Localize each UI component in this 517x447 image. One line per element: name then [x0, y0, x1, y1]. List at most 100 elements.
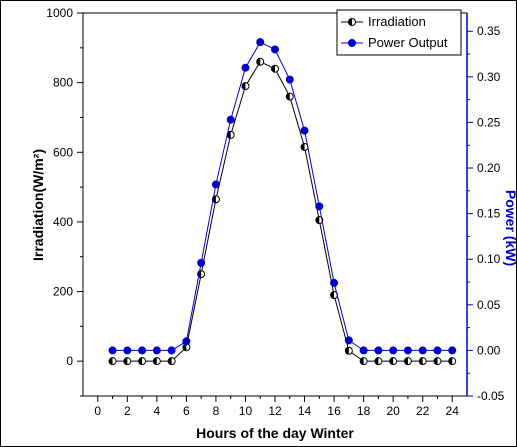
data-point-irradiation [138, 357, 147, 366]
y-right-tick-label: 0.10 [477, 252, 501, 266]
series-layer [108, 38, 457, 366]
data-point-irradiation [374, 357, 383, 366]
data-point-irradiation [108, 357, 117, 366]
x-axis-title: Hours of the day Winter [196, 425, 354, 441]
data-point-power-output [418, 346, 427, 355]
data-point-half-fill [241, 82, 246, 90]
data-point-irradiation [433, 357, 442, 366]
data-point-irradiation [256, 57, 265, 66]
x-tick-label: 10 [239, 404, 253, 418]
data-point-half-fill [168, 357, 172, 365]
data-point-irradiation [448, 357, 457, 366]
data-point-irradiation [241, 82, 250, 91]
data-point-half-fill [419, 357, 423, 365]
data-point-power-output [197, 258, 206, 267]
data-point-irradiation [344, 346, 353, 355]
x-tick-label: 12 [268, 404, 282, 418]
y-right-tick-label: 0.05 [477, 298, 501, 312]
y-left-axis-ticks: 0 200 400 600 800 1000 [46, 6, 83, 397]
data-point-power-output [433, 346, 442, 355]
data-point-half-fill [256, 58, 261, 66]
legend-marker-irradiation-fill [348, 18, 352, 26]
data-point-power-output [123, 346, 132, 355]
x-tick-label: 22 [416, 404, 430, 418]
y-left-axis-title-text: Irradiation(W/m²) [30, 149, 46, 261]
y-right-tick-label: 0.30 [477, 70, 501, 84]
legend: Irradiation Power Output [336, 9, 462, 56]
y-right-axis-title-text: Power (kW) [503, 190, 517, 266]
data-point-power-output [315, 202, 324, 211]
data-point-irradiation [389, 357, 398, 366]
data-point-power-output [256, 38, 265, 47]
y-left-axis-title: Irradiation(W/m²) [30, 149, 46, 261]
y-right-tick-label: 0.15 [477, 207, 501, 221]
legend-item-power-output: Power Output [341, 35, 448, 50]
data-point-power-output [167, 346, 176, 355]
legend-label-power-output: Power Output [368, 35, 448, 50]
data-point-irradiation [152, 357, 161, 366]
data-point-power-output [241, 63, 250, 72]
data-point-power-output [389, 346, 398, 355]
legend-item-irradiation: Irradiation [341, 14, 426, 29]
y-left-tick-label: 0 [66, 354, 73, 368]
data-point-power-output [359, 346, 368, 355]
data-point-irradiation [182, 343, 191, 352]
y-left-tick-label: 800 [53, 76, 73, 90]
y-right-tick-label: 0.35 [477, 24, 501, 38]
data-point-power-output [138, 346, 147, 355]
y-right-tick-label: 0.25 [477, 115, 501, 129]
y-right-axis-title: Power (kW) [503, 190, 517, 266]
data-point-power-output [344, 336, 353, 345]
data-point-half-fill [360, 357, 364, 365]
data-point-half-fill [374, 357, 379, 365]
legend-marker-power-output [348, 39, 356, 47]
y-right-tick-label: -0.05 [477, 389, 505, 403]
data-point-half-fill [345, 347, 349, 355]
data-point-irradiation [403, 357, 412, 366]
data-point-irradiation [300, 143, 309, 152]
data-point-half-fill [404, 357, 408, 365]
data-point-power-output [182, 337, 191, 346]
x-tick-label: 4 [154, 404, 161, 418]
data-point-power-output [108, 346, 117, 355]
data-point-half-fill [109, 357, 113, 365]
x-tick-label: 6 [183, 404, 190, 418]
data-point-half-fill [182, 343, 187, 351]
x-tick-label: 18 [357, 404, 371, 418]
data-point-half-fill [138, 357, 143, 365]
data-point-half-fill [271, 65, 275, 73]
x-tick-label: 14 [298, 404, 312, 418]
y-right-tick-label: 0.20 [477, 161, 501, 175]
y-left-tick-label: 200 [53, 285, 73, 299]
x-tick-label: 16 [327, 404, 341, 418]
y-left-tick-label: 400 [53, 215, 73, 229]
data-point-irradiation [271, 64, 279, 73]
x-tick-label: 8 [213, 404, 220, 418]
x-tick-label: 24 [446, 404, 460, 418]
data-point-power-output [300, 126, 309, 135]
x-tick-label: 2 [124, 404, 131, 418]
data-point-half-fill [448, 357, 453, 365]
data-point-irradiation [359, 357, 368, 366]
data-point-power-output [330, 278, 339, 287]
legend-box [336, 9, 462, 56]
data-point-power-output [374, 346, 383, 355]
data-point-half-fill [389, 357, 394, 365]
data-point-power-output [403, 346, 412, 355]
data-point-half-fill [286, 93, 290, 101]
data-point-irradiation [285, 92, 294, 101]
data-point-irradiation [167, 357, 176, 366]
data-point-half-fill [153, 357, 157, 365]
data-point-power-output [285, 75, 294, 84]
x-tick-label: 0 [94, 404, 101, 418]
legend-label-irradiation: Irradiation [368, 14, 426, 29]
y-left-tick-label: 600 [53, 145, 73, 159]
data-point-irradiation [418, 357, 427, 366]
x-tick-label: 20 [386, 404, 400, 418]
data-point-half-fill [315, 216, 320, 224]
y-left-tick-label: 1000 [46, 6, 73, 20]
data-point-power-output [448, 346, 457, 355]
